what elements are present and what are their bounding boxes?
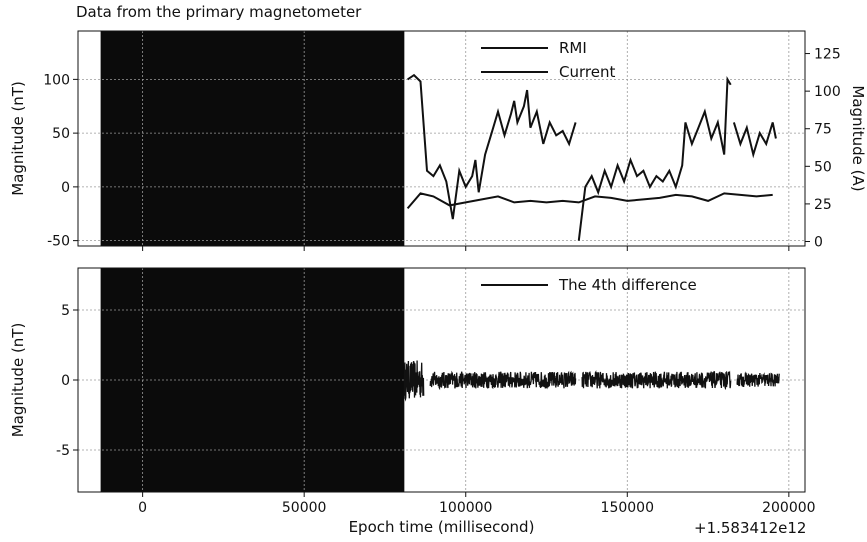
plot-frame xyxy=(77,30,806,247)
y2-axis-label: Magnitude (A) xyxy=(849,85,867,191)
series-line-rmi xyxy=(407,73,577,220)
x-tick-label: 200000 xyxy=(762,500,815,516)
legend-label-current: Current xyxy=(559,63,615,81)
y-tick-label: 50 xyxy=(52,126,70,142)
series-line-current xyxy=(406,192,773,210)
series-line-rmi-segment-1 xyxy=(577,76,732,241)
x-offset-label: +1.583412e12 xyxy=(694,519,807,537)
x-tick-label: 100000 xyxy=(439,500,492,516)
y2-tick-label: 50 xyxy=(814,159,832,175)
plot-panel-2 xyxy=(77,267,806,493)
y-axis-label: Magnitude (nT) xyxy=(9,323,27,438)
y2-tick-label: 75 xyxy=(814,122,832,138)
series-line-4th-difference-1 xyxy=(403,360,425,402)
series-line-4th-difference-2 xyxy=(429,370,577,391)
series-line-4th-difference-3 xyxy=(581,370,732,391)
legend-label-rmi: RMI xyxy=(559,39,587,57)
x-tick-label: 50000 xyxy=(282,500,327,516)
y2-tick-label: 25 xyxy=(814,197,832,213)
y-tick-label: -5 xyxy=(56,443,70,459)
x-tick-label: 0 xyxy=(138,500,147,516)
series-line-4th-difference-4 xyxy=(736,371,780,388)
y-axis-label: Magnitude (nT) xyxy=(9,81,27,196)
y-tick-label: 0 xyxy=(61,373,70,389)
dense-data-band xyxy=(100,31,405,246)
series-line-rmi-segment-2 xyxy=(732,122,777,159)
y-tick-label: 0 xyxy=(61,180,70,196)
y-tick-label: 5 xyxy=(61,303,70,319)
plot-panel-1 xyxy=(77,30,806,247)
x-axis-label: Epoch time (millisecond) xyxy=(349,518,535,536)
y2-tick-label: 100 xyxy=(814,84,841,100)
legend-label-the-4th-difference: The 4th difference xyxy=(558,276,697,294)
x-tick-label: 150000 xyxy=(601,500,654,516)
y2-tick-label: 125 xyxy=(814,47,841,63)
chart-title: Data from the primary magnetometer xyxy=(76,3,362,21)
y2-tick-label: 0 xyxy=(814,234,823,250)
y-tick-label: -50 xyxy=(47,234,70,250)
y-tick-label: 100 xyxy=(43,72,70,88)
